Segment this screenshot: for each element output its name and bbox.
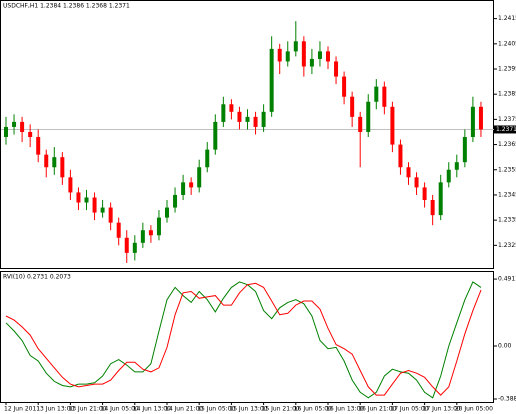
indicator-frame bbox=[0, 271, 494, 403]
candle-body bbox=[350, 96, 355, 117]
candle-body bbox=[342, 76, 347, 97]
y-tick-label: 1.2335 bbox=[498, 217, 516, 224]
candle-body bbox=[406, 167, 411, 178]
x-tick-label: 16 Jun 05:00 bbox=[294, 406, 332, 413]
x-tick-label: 14 Jun 05:00 bbox=[101, 406, 139, 413]
candle-body bbox=[374, 86, 379, 102]
x-tick-label: 17 Jun 13:00 bbox=[423, 406, 461, 413]
candle-body bbox=[92, 197, 97, 213]
candle-body bbox=[148, 230, 153, 236]
candle-body bbox=[430, 199, 435, 216]
candle-body bbox=[132, 242, 137, 253]
candle-body bbox=[261, 111, 266, 127]
y-tick-label: 1.2415 bbox=[498, 15, 516, 22]
candle-body bbox=[28, 131, 33, 138]
candle-body bbox=[454, 162, 459, 170]
candle-body bbox=[156, 217, 161, 236]
candle-body bbox=[12, 121, 17, 127]
candle-body bbox=[116, 222, 121, 238]
y-tick-label: 1.2395 bbox=[498, 66, 516, 73]
candle-body bbox=[293, 41, 298, 52]
candle-body bbox=[124, 237, 129, 253]
x-tick-label: 12 Jun 2011 bbox=[4, 406, 40, 413]
chart-title: USDCHF,H1 1.2384 1.2386 1.2368 1.2371 bbox=[3, 3, 130, 10]
candle-body bbox=[301, 41, 306, 67]
candle-body bbox=[4, 126, 8, 138]
indicator-line bbox=[5, 281, 482, 399]
price-label-box bbox=[494, 125, 516, 134]
price-label: 1.2371 bbox=[496, 126, 516, 133]
candle-body bbox=[108, 207, 113, 223]
candle-body bbox=[36, 137, 41, 155]
candle-body bbox=[285, 51, 290, 62]
y-tick-label: 1.2385 bbox=[498, 91, 516, 98]
candle-body bbox=[326, 51, 330, 62]
y-tick-label: 1.2405 bbox=[498, 40, 516, 47]
candle-body bbox=[358, 116, 363, 132]
candle-body bbox=[390, 106, 395, 145]
candle-body bbox=[237, 111, 242, 122]
candle-body bbox=[245, 116, 250, 122]
x-tick-label: 13 Jun 21:00 bbox=[68, 406, 106, 413]
candle-body bbox=[213, 121, 218, 150]
y-tick-label: -0.3889 bbox=[498, 395, 516, 402]
candle-body bbox=[181, 182, 186, 195]
candle-body bbox=[173, 194, 178, 208]
x-tick-label: 15 Jun 05:00 bbox=[197, 406, 235, 413]
candle-body bbox=[277, 48, 282, 62]
candle-body bbox=[309, 58, 314, 67]
candle-body bbox=[76, 192, 81, 203]
x-tick-label: 17 Jun 05:00 bbox=[390, 406, 428, 413]
candle-body bbox=[140, 230, 145, 243]
candle-body bbox=[68, 177, 73, 193]
candle-body bbox=[84, 197, 89, 203]
candle-body bbox=[398, 144, 403, 168]
candle-body bbox=[229, 104, 234, 112]
candle-body bbox=[470, 106, 475, 138]
candle-body bbox=[366, 101, 371, 132]
y-tick-label: 0.4911 bbox=[498, 276, 516, 283]
candle-body bbox=[205, 149, 210, 168]
main-frame bbox=[0, 0, 494, 269]
y-tick-label: 0.00 bbox=[498, 342, 512, 349]
candle-body bbox=[446, 169, 451, 183]
candle-body bbox=[382, 86, 387, 107]
candle-body bbox=[253, 116, 258, 127]
indicator-title: RVI(10) 0.2731 0.2073 bbox=[3, 274, 71, 281]
candle-body bbox=[414, 177, 419, 188]
x-tick-label: 16 Jun 13:00 bbox=[326, 406, 364, 413]
x-tick-label: 14 Jun 13:00 bbox=[133, 406, 171, 413]
candle-body bbox=[52, 157, 57, 168]
candle-body bbox=[20, 121, 25, 132]
x-tick-label: 13 Jun 13:00 bbox=[36, 406, 74, 413]
y-tick-label: 1.2345 bbox=[498, 191, 516, 198]
x-tick-label: 14 Jun 21:00 bbox=[165, 406, 203, 413]
candle-body bbox=[189, 182, 194, 188]
candle-body bbox=[478, 106, 483, 130]
candle-body bbox=[44, 154, 49, 168]
candle-body bbox=[197, 167, 202, 188]
candle-body bbox=[422, 187, 427, 200]
x-tick-label: 15 Jun 13:00 bbox=[229, 406, 267, 413]
candle-body bbox=[462, 137, 467, 163]
x-tick-label: 15 Jun 21:00 bbox=[262, 406, 300, 413]
candle-body bbox=[269, 48, 274, 112]
candle-body bbox=[221, 104, 226, 122]
indicator-line bbox=[5, 282, 482, 396]
candle-body bbox=[165, 207, 169, 218]
candle-body bbox=[60, 157, 65, 178]
candle-body bbox=[100, 207, 105, 213]
candle-body bbox=[334, 61, 339, 77]
x-tick-label: 16 Jun 21:00 bbox=[358, 406, 396, 413]
y-tick-label: 1.2325 bbox=[498, 242, 516, 249]
y-tick-label: 1.2375 bbox=[498, 116, 516, 123]
candle-body bbox=[317, 51, 322, 59]
y-tick-label: 1.2365 bbox=[498, 141, 516, 148]
y-tick-label: 1.2355 bbox=[498, 166, 516, 173]
candle-body bbox=[438, 182, 443, 216]
x-tick-label: 20 Jun 05:00 bbox=[455, 406, 493, 413]
